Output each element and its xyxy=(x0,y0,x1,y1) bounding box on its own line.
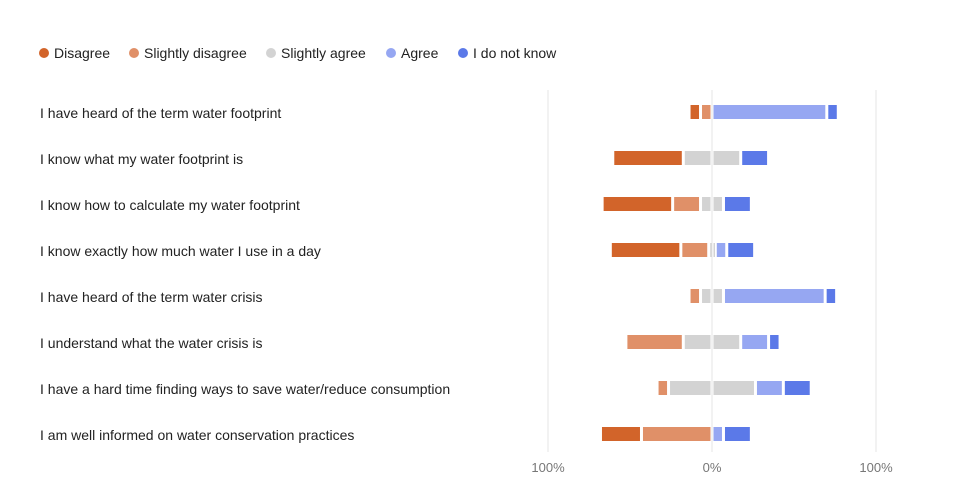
bar-slightly-agree xyxy=(684,151,711,165)
x-tick-label: 100% xyxy=(531,460,565,475)
bar-disagree xyxy=(614,151,682,165)
bar-slightly-disagree xyxy=(627,335,682,349)
legend-marker xyxy=(386,48,396,58)
bar-agree xyxy=(713,105,826,119)
legend: Disagree Slightly disagree Slightly agree A… xyxy=(39,45,557,61)
bar-i-do-not-know xyxy=(728,243,754,257)
bar-slightly-agree xyxy=(710,243,712,257)
bar-slightly-agree xyxy=(713,243,715,257)
category-label: I am well informed on water conservation… xyxy=(40,427,354,443)
grid xyxy=(547,90,877,452)
category-label: I understand what the water crisis is xyxy=(40,335,263,351)
bar-slightly-agree xyxy=(670,381,711,395)
x-axis-ticks: 100% 0% 100% xyxy=(531,460,893,475)
legend-item-agree[interactable]: Agree xyxy=(386,45,439,61)
bar-i-do-not-know xyxy=(828,105,837,119)
legend-marker xyxy=(129,48,139,58)
bar-slightly-agree xyxy=(713,335,740,349)
bar-slightly-agree xyxy=(713,381,754,395)
bar-i-do-not-know xyxy=(826,289,836,303)
bar-disagree xyxy=(603,197,672,211)
legend-marker xyxy=(458,48,468,58)
bar-disagree xyxy=(690,105,700,119)
bar-i-do-not-know xyxy=(770,335,779,349)
legend-label: Slightly disagree xyxy=(144,45,247,61)
legend-item-slightly-disagree[interactable]: Slightly disagree xyxy=(129,45,247,61)
legend-item-i-do-not-know[interactable]: I do not know xyxy=(458,45,557,61)
bar-slightly-agree xyxy=(702,289,711,303)
bar-agree xyxy=(756,381,782,395)
legend-marker xyxy=(39,48,49,58)
bar-slightly-agree xyxy=(713,151,740,165)
bar-slightly-disagree xyxy=(658,381,668,395)
bar-slightly-agree xyxy=(713,197,722,211)
bar-disagree xyxy=(611,243,680,257)
legend-item-disagree[interactable]: Disagree xyxy=(39,45,110,61)
legend-label: Disagree xyxy=(54,45,110,61)
x-tick-label: 100% xyxy=(859,460,893,475)
bar-agree xyxy=(742,335,768,349)
category-label: I know exactly how much water I use in a… xyxy=(40,243,321,259)
bar-agree xyxy=(724,289,824,303)
legend-item-slightly-agree[interactable]: Slightly agree xyxy=(266,45,366,61)
bars xyxy=(601,105,837,441)
bar-agree xyxy=(716,243,726,257)
bar-slightly-disagree xyxy=(674,197,700,211)
category-label: I have heard of the term water crisis xyxy=(40,289,263,305)
bar-slightly-agree xyxy=(702,197,711,211)
bar-i-do-not-know xyxy=(742,151,768,165)
bar-slightly-agree xyxy=(713,289,722,303)
category-label: I know what my water footprint is xyxy=(40,151,243,167)
bar-slightly-disagree xyxy=(702,105,711,119)
category-label: I have a hard time finding ways to save … xyxy=(40,381,450,397)
category-label: I know how to calculate my water footpri… xyxy=(40,197,300,213)
bar-slightly-disagree xyxy=(682,243,708,257)
bar-slightly-disagree xyxy=(642,427,711,441)
legend-label: Slightly agree xyxy=(281,45,366,61)
bar-i-do-not-know xyxy=(784,381,810,395)
legend-marker xyxy=(266,48,276,58)
bar-agree xyxy=(713,427,722,441)
category-label: I have heard of the term water footprint xyxy=(40,105,281,121)
legend-label: I do not know xyxy=(473,45,557,61)
x-tick-label: 0% xyxy=(703,460,722,475)
bar-i-do-not-know xyxy=(724,427,750,441)
bar-disagree xyxy=(601,427,640,441)
bar-i-do-not-know xyxy=(724,197,750,211)
bar-slightly-agree xyxy=(684,335,711,349)
category-labels: I have heard of the term water footprint… xyxy=(40,105,450,443)
legend-label: Agree xyxy=(401,45,439,61)
bar-slightly-disagree xyxy=(690,289,700,303)
